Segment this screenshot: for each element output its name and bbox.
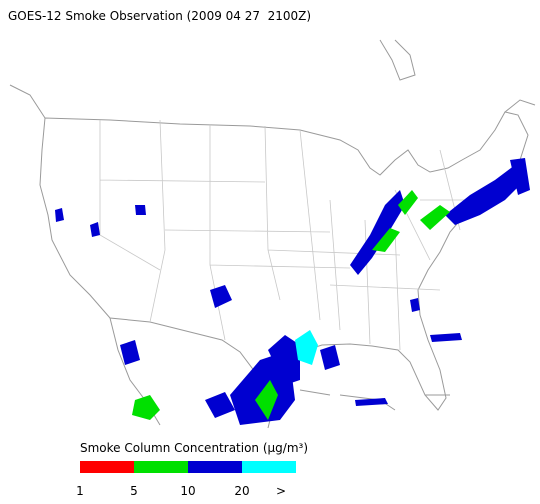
legend-label: 5 [130,484,138,498]
us-outline [39,111,529,414]
legend-swatch [188,461,242,473]
map-title: GOES-12 Smoke Observation (2009 04 27 21… [8,9,311,23]
smoke-area [510,158,530,195]
legend: 1 5 10 20 > [76,461,296,498]
smoke-area [120,340,140,365]
legend-title: Smoke Column Concentration (μg/m³) [80,441,308,455]
legend-label: 1 [76,484,84,498]
smoke-area [398,190,418,215]
legend-swatch [80,461,134,473]
smoke-area [210,285,232,308]
smoke-area [255,380,278,420]
smoke-area [205,392,235,418]
canada-coast [9,39,536,119]
legend-swatch [242,461,296,473]
legend-label: 10 [180,484,195,498]
smoke-area [445,165,525,225]
smoke-area [350,190,405,275]
smoke-area [320,345,340,370]
state-lines [99,119,490,351]
legend-label: 20 [234,484,249,498]
smoke-area [355,298,462,406]
smoke-area [132,395,160,420]
legend-swatch [134,461,188,473]
legend-label: > [276,484,286,498]
smoke-area [420,205,450,230]
smoke-area [372,228,400,252]
smoke-area [268,335,300,385]
smoke-layer [55,158,530,425]
smoke-area [55,205,146,237]
smoke-area [295,330,318,365]
